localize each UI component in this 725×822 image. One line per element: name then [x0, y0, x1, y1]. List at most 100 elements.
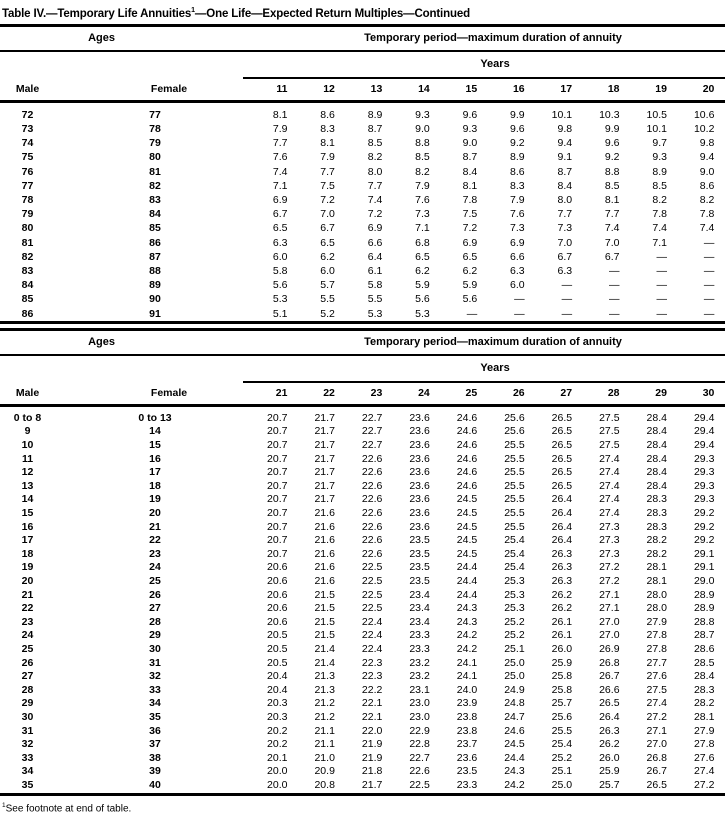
value-cell: 27.0 [599, 615, 620, 628]
value-cell: — [561, 307, 573, 320]
female-age-cell: 31 [149, 656, 161, 669]
spacer-cell [717, 101, 725, 122]
gap-cell [55, 122, 110, 136]
value-cell: 26.3 [551, 561, 573, 574]
value-cell: 26.4 [551, 534, 573, 547]
male-age-cell: 81 [21, 236, 34, 249]
male-age-cell: 73 [21, 123, 34, 136]
value-cell: 21.6 [314, 520, 335, 533]
value-cell: 25.6 [504, 411, 525, 424]
value-cell: 8.2 [699, 194, 715, 207]
female-age-cell: 0 to 13 [138, 411, 172, 424]
value-cell: 25.5 [504, 466, 525, 479]
value-cell: 22.6 [361, 479, 383, 492]
value-cell: 26.4 [551, 507, 573, 520]
value-cell: 26.3 [551, 575, 573, 587]
table-row: 76 81 7.4 7.7 8.0 8.2 8.4 8.6 8.7 8.8 8.9 9.0 [0, 165, 725, 179]
value-cell: 8.7 [367, 123, 383, 136]
years-header: Years [243, 50, 725, 79]
value-cell: 21.6 [314, 575, 335, 587]
spacer-cell [717, 207, 725, 221]
female-age-cell: 80 [149, 151, 161, 164]
year-column-header: 18 [575, 77, 623, 103]
spacer-cell [717, 602, 725, 616]
spacer-cell [717, 439, 725, 453]
value-cell: 6.0 [272, 250, 288, 263]
value-cell: 20.2 [267, 738, 288, 751]
value-cell: 28.2 [693, 697, 715, 710]
value-cell: 25.7 [599, 778, 620, 791]
value-cell: 23.6 [409, 479, 430, 492]
spacer-cell [717, 405, 725, 425]
gap-cell [55, 684, 110, 698]
value-cell: 20.7 [267, 507, 288, 520]
gap-cell [200, 466, 243, 480]
value-cell: 7.6 [415, 194, 430, 207]
gap-cell [200, 101, 243, 122]
value-cell: 24.1 [456, 670, 478, 683]
female-age-cell: 32 [149, 670, 161, 683]
value-cell: 24.9 [504, 683, 525, 696]
gap-cell [200, 264, 243, 278]
value-cell: 26.5 [646, 778, 667, 791]
blank-header-cell [0, 355, 243, 382]
table-row: 78 83 6.9 7.2 7.4 7.6 7.8 7.9 8.0 8.1 8.2 8.2 [0, 193, 725, 207]
blank-header-cell [0, 51, 243, 78]
spacer-cell [717, 616, 725, 630]
gap-cell [55, 480, 110, 494]
value-cell: 23.9 [456, 697, 478, 710]
value-cell: 29.3 [693, 479, 715, 492]
female-age-cell: 86 [149, 236, 161, 249]
value-cell: 21.5 [314, 629, 335, 642]
value-cell: 9.3 [462, 123, 478, 136]
gap-cell [55, 616, 110, 630]
value-cell: 7.1 [272, 179, 288, 192]
table-row: 32 37 20.2 21.1 21.9 22.8 23.7 24.5 25.4 26.2 27.0… [0, 738, 725, 752]
value-cell: 26.2 [599, 738, 620, 751]
spacer-cell [717, 179, 725, 193]
value-cell: 29.4 [693, 411, 715, 424]
table-row: 26 31 20.5 21.4 22.3 23.2 24.1 25.0 25.9 26.8 27.7… [0, 657, 725, 671]
value-cell: 8.2 [652, 194, 667, 207]
value-cell: 22.4 [361, 615, 383, 628]
gap-cell [55, 264, 110, 278]
value-cell: 25.2 [504, 615, 525, 628]
value-cell: 29.0 [693, 575, 715, 587]
value-cell: 6.2 [415, 265, 430, 278]
gap-cell [55, 657, 110, 671]
value-cell: 25.1 [551, 765, 573, 778]
value-cell: 9.1 [557, 151, 573, 164]
value-cell: 8.9 [652, 165, 667, 178]
female-age-cell: 22 [149, 534, 161, 547]
male-age-cell: 76 [21, 165, 34, 178]
value-cell: 20.7 [267, 425, 288, 438]
value-cell: 22.5 [361, 575, 383, 587]
gap-cell [200, 165, 243, 179]
spacer-cell [717, 657, 725, 671]
value-cell: 29.2 [693, 534, 715, 547]
annuity-table-years-21-30: Ages Temporary period—maximum duration o… [0, 327, 725, 796]
value-cell: 26.5 [551, 452, 573, 465]
value-cell: 23.6 [409, 411, 430, 424]
value-cell: 28.9 [693, 588, 715, 601]
value-cell: 9.8 [699, 137, 715, 150]
title-footnote-marker: 1 [191, 7, 195, 14]
value-cell: 8.4 [557, 179, 573, 192]
value-cell: 23.6 [409, 452, 430, 465]
value-cell: 22.6 [361, 534, 383, 547]
value-cell: 8.6 [699, 179, 715, 192]
table-row: 24 29 20.5 21.5 22.4 23.3 24.2 25.2 26.1 27.0 27.8… [0, 629, 725, 643]
value-cell: 20.2 [267, 724, 288, 737]
male-age-cell: 30 [21, 710, 34, 723]
value-cell: 10.5 [646, 108, 667, 121]
value-cell: 22.5 [361, 561, 383, 574]
table-row: 13 18 20.7 21.7 22.6 23.6 24.6 25.5 26.5 27.4 28.4… [0, 480, 725, 494]
value-cell: 24.6 [456, 411, 478, 424]
value-cell: 24.4 [456, 561, 478, 574]
group-header-row: Ages Temporary period—maximum duration o… [0, 329, 725, 356]
value-cell: 7.5 [462, 208, 478, 221]
value-cell: 10.6 [693, 108, 715, 121]
female-age-cell: 79 [149, 137, 161, 150]
gap-cell [200, 589, 243, 603]
male-age-cell: 15 [21, 507, 34, 520]
